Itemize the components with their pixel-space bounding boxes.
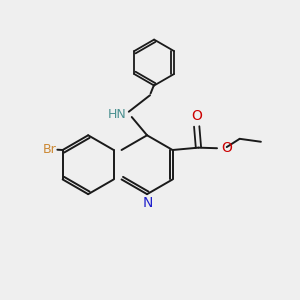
Text: O: O bbox=[221, 141, 232, 155]
Text: N: N bbox=[142, 196, 153, 210]
Text: O: O bbox=[191, 109, 202, 123]
Text: Br: Br bbox=[42, 143, 56, 156]
Text: HN: HN bbox=[108, 108, 126, 121]
